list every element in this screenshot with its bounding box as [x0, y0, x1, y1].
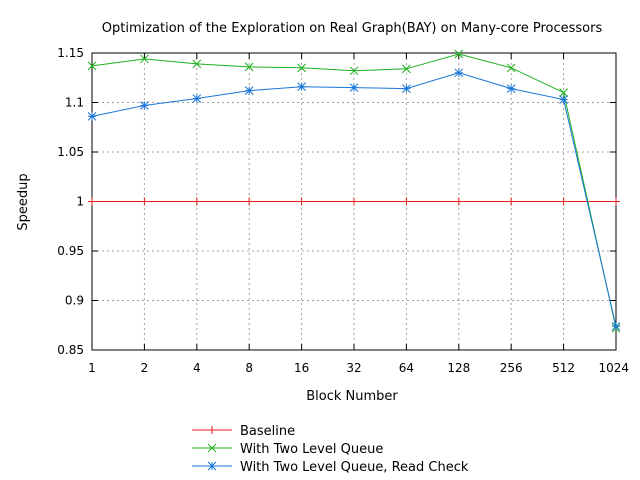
y-tick-label: 1.05	[57, 145, 84, 159]
legend-marker	[207, 443, 217, 453]
tick-labels: 0.85 0.9 0.95 1 1.05 1.1 1.15 1 2 4 8 16 32 64 128 256 5…	[57, 46, 629, 375]
x-tick-label: 8	[245, 361, 253, 375]
data-point	[140, 197, 149, 206]
legend-marker	[207, 461, 217, 471]
data-point	[244, 62, 254, 72]
legend-entry: With Two Level Queue	[192, 442, 383, 457]
y-tick-label: 0.85	[57, 343, 84, 357]
data-point	[559, 197, 568, 206]
legend-entry: With Two Level Queue, Read Check	[192, 460, 469, 475]
data-point	[559, 95, 568, 104]
y-axis-label: Speedup	[16, 173, 31, 230]
data-point	[245, 197, 254, 206]
series-1	[88, 197, 620, 206]
x-tick-label: 256	[500, 361, 523, 375]
x-tick-label: 512	[552, 361, 575, 375]
legend-marker	[208, 426, 216, 434]
data-point	[192, 197, 201, 206]
data-point	[349, 83, 359, 93]
legend: Baseline With Two Level Queue With Two Lev…	[192, 424, 469, 475]
data-point	[402, 197, 411, 206]
data-point	[140, 54, 149, 64]
chart-title: Optimization of the Exploration on Real …	[102, 21, 603, 36]
x-tick-label: 32	[346, 361, 361, 375]
data-point	[87, 112, 97, 121]
data-point	[297, 63, 306, 73]
data-point	[192, 94, 202, 103]
data-point	[297, 197, 306, 206]
series-3	[87, 68, 621, 331]
x-tick-label: 64	[399, 361, 414, 375]
data-point	[454, 49, 464, 59]
data-series	[87, 49, 621, 333]
y-tick-label: 1.1	[65, 96, 84, 110]
data-point	[506, 63, 516, 73]
legend-label: With Two Level Queue, Read Check	[240, 460, 469, 475]
data-point	[244, 86, 254, 95]
x-tick-label: 4	[193, 361, 201, 375]
y-tick-label: 1.15	[57, 46, 84, 60]
y-tick-label: 0.95	[57, 244, 84, 258]
data-point	[192, 59, 202, 69]
series-line	[91, 53, 617, 329]
y-tick-label: 1	[76, 195, 84, 209]
legend-entry: Baseline	[192, 424, 295, 439]
data-point	[559, 88, 568, 97]
data-point	[507, 197, 516, 206]
data-point	[611, 321, 621, 331]
x-tick-label: 2	[141, 361, 149, 375]
y-tick-label: 0.9	[65, 294, 84, 308]
x-tick-label: 16	[294, 361, 309, 375]
data-point	[87, 61, 97, 71]
x-tick-label: 1024	[598, 361, 629, 375]
legend-label: Baseline	[240, 424, 295, 439]
data-point	[350, 197, 358, 206]
data-point	[140, 101, 149, 110]
data-point	[88, 197, 96, 206]
x-tick-label: 128	[447, 361, 470, 375]
data-point	[349, 66, 359, 76]
data-point	[297, 82, 306, 92]
data-point	[402, 64, 411, 74]
x-tick-label: 1	[88, 361, 96, 375]
data-point	[454, 68, 464, 78]
data-point	[454, 197, 463, 206]
data-point	[506, 84, 516, 93]
data-point	[612, 197, 620, 206]
data-point	[402, 84, 411, 93]
legend-label: With Two Level Queue	[240, 442, 383, 457]
x-axis-label: Block Number	[306, 389, 398, 404]
